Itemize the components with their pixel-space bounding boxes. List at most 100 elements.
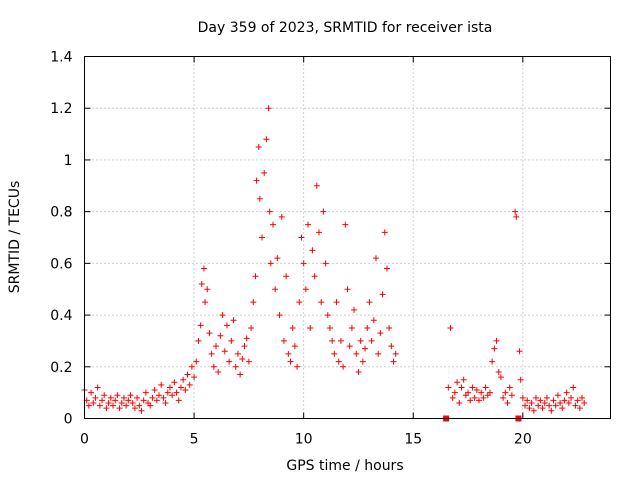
data-point [344,286,351,293]
data-point [202,299,209,306]
plot-frame [84,56,611,419]
data-point [287,358,294,365]
data-point [353,350,360,357]
data-point [552,402,559,409]
data-point [198,281,205,288]
data-point [465,389,472,396]
data-point [256,195,263,202]
data-point [335,358,342,365]
data-point [285,350,292,357]
data-point [125,397,132,404]
x-tick-labels: 0 5 10 15 20 [80,432,532,448]
y-tick-labels: 0 0.2 0.4 0.6 0.8 1 1.2 1.4 [50,50,72,428]
data-point [298,234,305,241]
data-point [447,325,454,331]
data-point [276,312,283,319]
data-point [101,392,108,399]
data-point [265,105,272,112]
data-point [266,208,273,215]
data-point [291,343,298,350]
x-tick-label: 20 [514,432,532,448]
data-point [495,368,502,375]
data-point [451,389,458,396]
data-point [493,337,500,344]
data-point [197,322,204,329]
data-point [278,213,285,220]
data-point [171,379,178,386]
data-point [147,402,154,409]
data-point [543,394,550,401]
data-point [90,399,97,406]
data-point [386,325,393,331]
data-point [217,332,224,339]
data-point [274,255,281,262]
data-point [572,402,579,409]
data-point [331,350,338,357]
data-point [289,325,296,331]
data-point [131,405,138,412]
data-point [548,407,555,414]
data-point [156,392,163,399]
data-point [375,350,382,357]
data-point [508,392,515,399]
data-point [226,358,233,365]
x-tick-label: 15 [404,432,422,448]
y-axis-label: SRMTID / TECUs [7,181,23,294]
data-point [320,208,327,215]
data-point [563,389,570,396]
y-tick-label: 0.2 [50,360,72,376]
x-tick-label: 0 [80,432,89,448]
y-tick-label: 0.4 [50,308,72,324]
data-point [489,358,496,365]
data-point [269,221,276,228]
y-tick-label: 1 [64,153,73,169]
data-point [136,402,143,409]
data-point [283,273,290,280]
data-point [346,343,353,350]
data-point [337,337,344,344]
y-tick-label: 1.4 [50,50,72,66]
data-point [342,221,349,228]
data-point [392,350,399,357]
data-point [550,397,557,404]
data-point [305,221,312,228]
data-point [362,345,369,352]
data-point [94,384,101,391]
data-point [504,399,511,406]
data-point [96,402,103,409]
data-point [568,394,575,401]
data-point [565,399,572,406]
data-point [116,405,123,412]
data-point [526,405,533,412]
data-point [307,325,314,331]
data-point [355,368,362,375]
data-point [296,299,303,306]
data-point [252,273,259,280]
x-tick-label: 5 [190,432,199,448]
data-point [228,337,235,344]
data-point [351,306,358,313]
data-point [516,348,523,355]
data-point [241,343,248,350]
data-point [182,387,189,394]
data-point [506,384,513,391]
data-point [537,397,544,404]
data-point [497,374,504,381]
chart-title: Day 359 of 2023, SRMTID for receiver ist… [198,20,493,36]
data-point [219,312,226,319]
data-point [263,136,270,143]
data-point [329,337,336,344]
data-point [530,407,537,414]
data-point [469,384,476,391]
data-point [239,356,246,363]
data-point [107,394,114,401]
data-point [482,384,489,391]
data-point [559,405,566,412]
data-point [302,286,309,293]
data-point [105,399,112,406]
data-point [193,358,200,365]
data-point [300,260,307,267]
data-point [206,330,213,337]
data-point [502,389,509,396]
data-point [528,399,535,406]
